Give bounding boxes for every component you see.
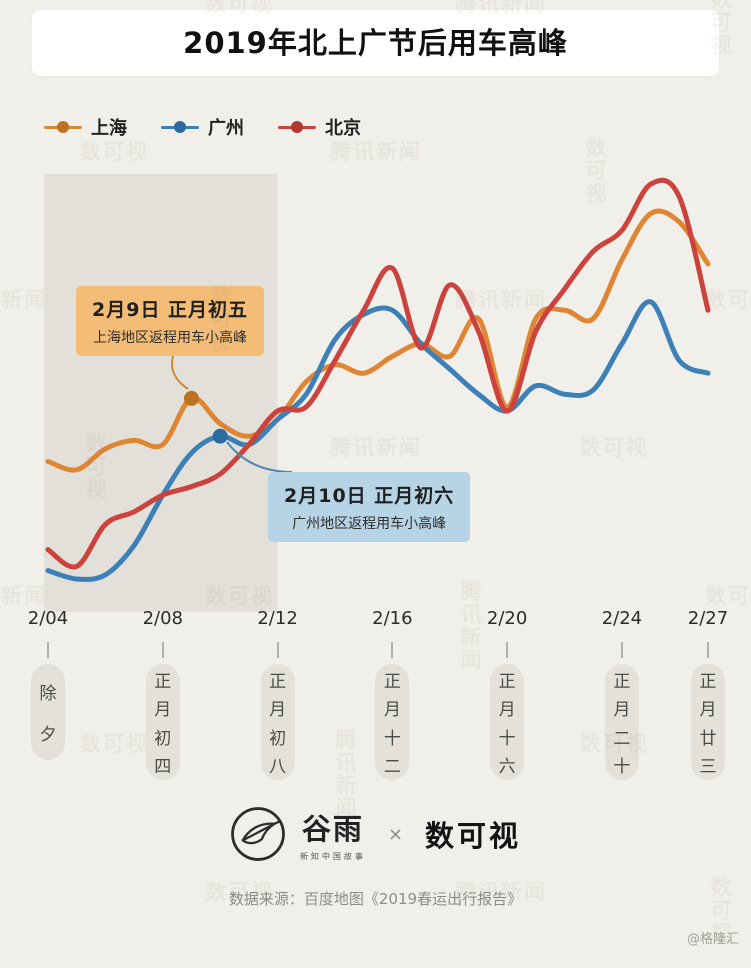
watermark-text: 数可视	[83, 432, 107, 501]
watermark-text: 腾讯新闻	[0, 584, 47, 608]
guyu-logo-text: 谷雨	[301, 812, 364, 846]
annotation-pointer-guangzhou	[226, 441, 293, 473]
watermark-text: 数可视	[580, 436, 649, 460]
annotation-shanghai-title: 2月9日 正月初五	[92, 299, 249, 321]
holiday-shaded-region	[44, 174, 278, 612]
legend-item: 上海	[44, 114, 127, 140]
x-axis-label: 2/27	[687, 608, 729, 629]
x-axis-tick	[391, 642, 394, 658]
lunar-pill: 正月初八	[260, 664, 295, 780]
legend-marker	[44, 119, 82, 135]
footer-logos: 谷雨 新知中国故事 × 数可视	[0, 806, 751, 862]
lunar-pill: 正月十二	[375, 664, 410, 780]
x-axis-tick	[276, 642, 279, 658]
x-axis-tick	[506, 642, 509, 658]
x-axis-label: 2/16	[372, 608, 413, 629]
legend-marker	[278, 119, 316, 135]
watermark-text: 数可视	[80, 140, 149, 164]
x-axis-label: 2/24	[601, 608, 643, 629]
x-axis-tick	[620, 642, 623, 658]
watermark-text: 腾讯新闻	[0, 288, 47, 312]
lunar-pill: 正月二十	[604, 664, 639, 780]
legend-label: 广州	[208, 118, 244, 139]
lunar-pill: 正月十六	[490, 664, 525, 780]
guyu-logo: 谷雨 新知中国故事	[300, 806, 366, 862]
page-title: 2019年北上广节后用车高峰	[183, 26, 568, 60]
watermark-text: 数可视	[205, 584, 274, 608]
annotation-guangzhou-title: 2月10日 正月初六	[284, 485, 455, 507]
annotation-guangzhou: 2月10日 正月初六 广州地区返程用车小高峰	[268, 472, 471, 542]
lunar-date-pills: 除夕 正月初四 正月初八 正月十二 正月十六 正月二十 正月廿三	[0, 664, 751, 794]
annotation-guangzhou-subtitle: 广州地区返程用车小高峰	[292, 516, 447, 532]
watermark-text: 腾讯新闻	[330, 436, 422, 460]
legend-item: 北京	[278, 114, 361, 140]
x-axis-label: 2/12	[257, 608, 298, 629]
annotation-shanghai: 2月9日 正月初五 上海地区返程用车小高峰	[76, 286, 265, 356]
x-axis-tick	[47, 642, 49, 658]
watermark-text: 数可视	[705, 288, 751, 312]
annotation-shanghai-subtitle: 上海地区返程用车小高峰	[93, 330, 248, 346]
chart-legend: 上海 广州 北京	[44, 114, 361, 140]
x-axis-label: 2/20	[486, 608, 528, 629]
x-axis-label: 2/04	[27, 608, 69, 629]
watermark-text: 腾讯新闻	[455, 288, 547, 312]
watermark-text: 数可视	[705, 584, 751, 608]
lunar-pill: 正月初四	[145, 664, 180, 780]
credit: @格隆汇	[686, 932, 739, 947]
logo-separator: ×	[387, 823, 404, 845]
watermark-text: 数可视	[583, 136, 607, 205]
lunar-pill: 正月廿三	[691, 664, 725, 780]
title-card: 2019年北上广节后用车高峰	[32, 10, 719, 76]
guyu-bird-icon	[230, 806, 286, 862]
shukeshi-logo-text: 数可视	[425, 819, 522, 853]
legend-label: 北京	[325, 118, 361, 139]
data-source: 数据来源：百度地图《2019春运出行报告》	[228, 890, 523, 908]
peak-dot-guangzhou	[212, 428, 228, 444]
x-axis: 2/04 2/08 2/12 2/16 2/20 2/24 2/27	[0, 608, 751, 668]
legend-marker	[161, 119, 199, 135]
lunar-pill: 除夕	[31, 664, 65, 760]
x-axis-tick	[707, 642, 709, 658]
x-axis-tick	[161, 642, 164, 658]
legend-label: 上海	[91, 118, 127, 139]
x-axis-label: 2/08	[142, 608, 183, 629]
legend-item: 广州	[161, 114, 244, 140]
line-chart	[44, 174, 711, 612]
guyu-tagline: 新知中国故事	[299, 852, 366, 861]
watermark-text: 腾讯新闻	[330, 140, 422, 164]
peak-dot-shanghai	[183, 390, 199, 406]
